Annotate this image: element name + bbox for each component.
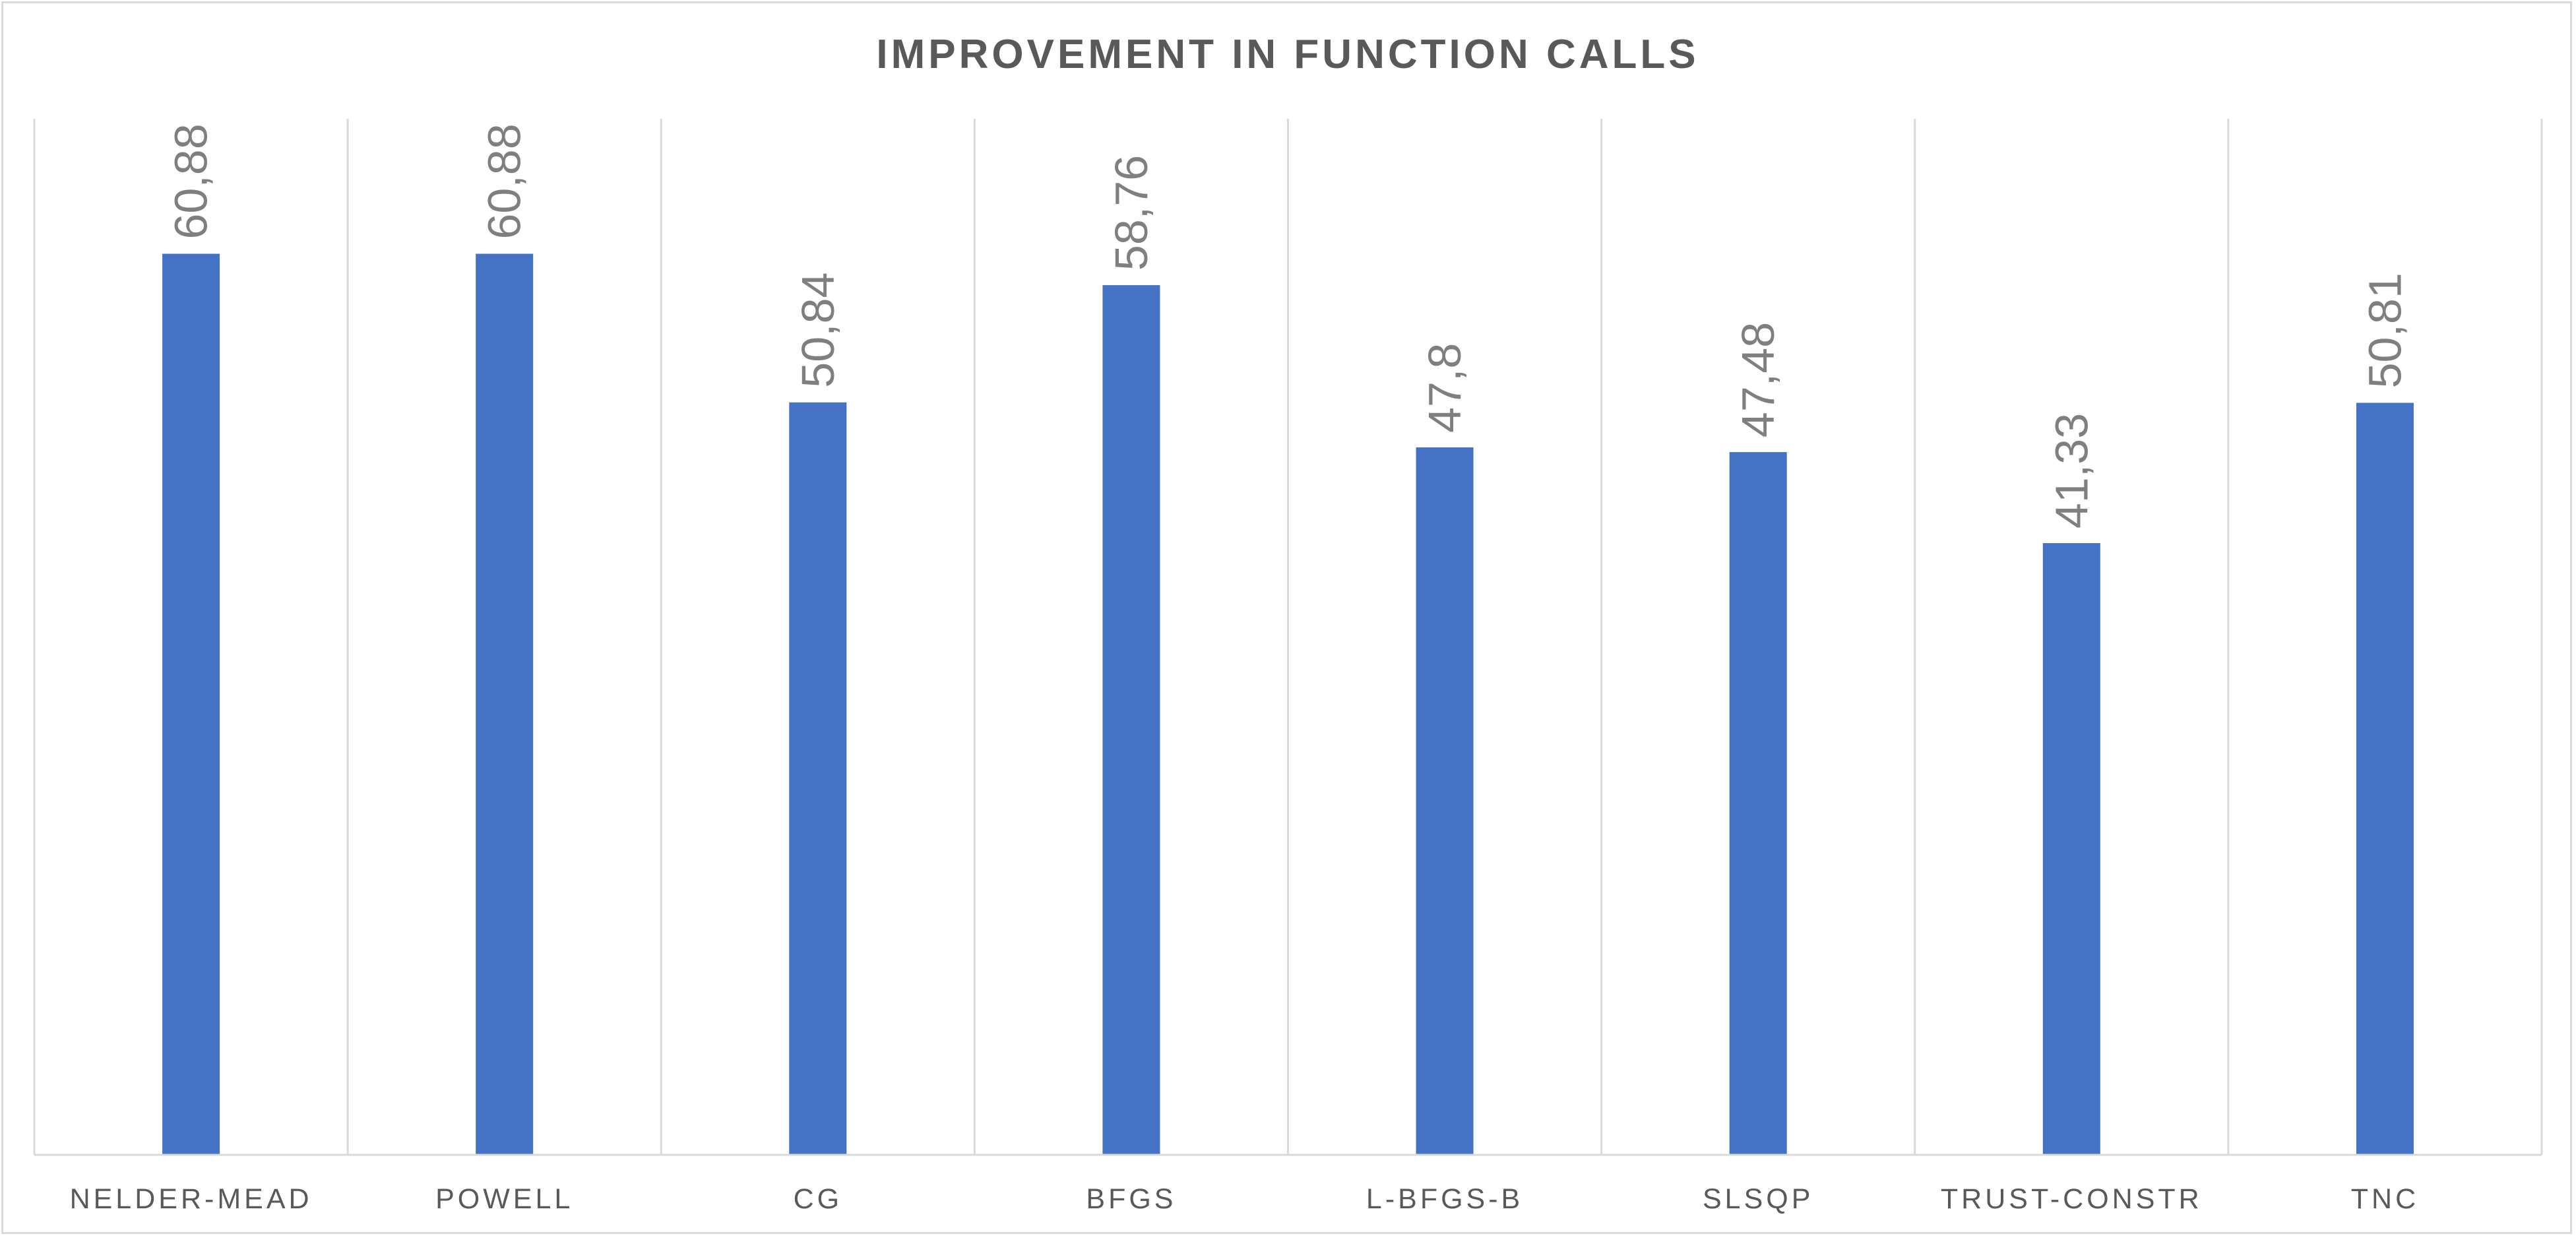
bars [162, 253, 2414, 1155]
bar-l-bfgs-b [1416, 447, 1474, 1155]
bar-slsqp [1729, 452, 1787, 1155]
bar-cg [789, 402, 847, 1155]
bar-trust-constr [2042, 543, 2100, 1155]
data-label-tnc: 50,81 [2359, 273, 2410, 388]
data-label-trust-constr: 41,33 [2046, 413, 2097, 529]
category-label-powell: POWELL [435, 1183, 573, 1215]
category-label-nelder-mead: NELDER-MEAD [70, 1183, 313, 1215]
bar-powell [476, 253, 534, 1155]
data-label-cg: 50,84 [792, 273, 844, 388]
data-label-nelder-mead: 60,88 [166, 123, 217, 239]
category-label-tnc: TNC [2351, 1183, 2419, 1215]
bar-tnc [2356, 403, 2414, 1155]
bar-bfgs [1102, 285, 1160, 1155]
data-label-bfgs: 58,76 [1106, 155, 1157, 271]
category-label-trust-constr: TRUST-CONSTR [1941, 1183, 2203, 1215]
category-label-bfgs: BFGS [1086, 1183, 1176, 1215]
chart-title: IMPROVEMENT IN FUNCTION CALLS [876, 32, 1699, 77]
data-label-powell: 60,88 [479, 123, 530, 239]
data-labels: 60,88 60,88 50,84 58,76 47,8 47,48 41,33 50,81 [166, 123, 2411, 529]
bar-nelder-mead [162, 253, 220, 1155]
grid-lines [33, 119, 2543, 1155]
category-label-l-bfgs-b: L-BFGS-B [1366, 1183, 1523, 1215]
data-label-slsqp: 47,48 [1732, 322, 1784, 438]
data-label-l-bfgs-b: 47,8 [1419, 343, 1470, 433]
category-label-cg: CG [794, 1183, 843, 1215]
category-label-slsqp: SLSQP [1703, 1183, 1813, 1215]
category-labels: NELDER-MEAD POWELL CG BFGS L-BFGS-B SLSQP TRUS… [70, 1183, 2419, 1215]
